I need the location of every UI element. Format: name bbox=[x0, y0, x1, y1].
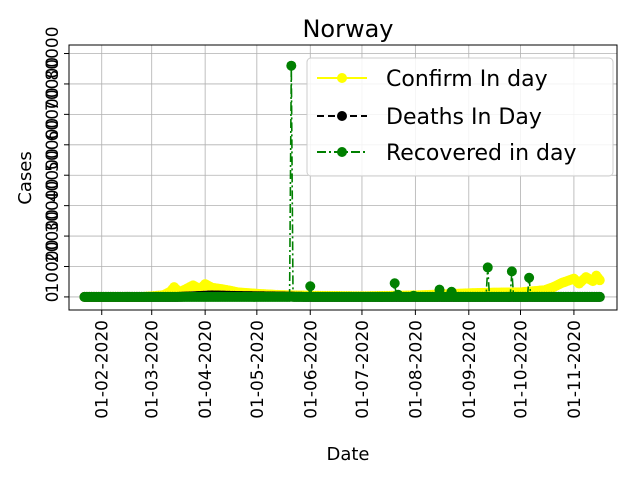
legend-entry-confirm: Confirm In day bbox=[317, 67, 548, 92]
y-axis-label: Cases bbox=[15, 151, 36, 204]
y-tick-label: 60000 bbox=[43, 87, 63, 141]
y-tick-label: 20000 bbox=[43, 209, 63, 263]
x-tick-label: 01-08-2020 bbox=[406, 320, 426, 419]
y-tick-label: 70000 bbox=[43, 57, 63, 111]
legend-entry-deaths: Deaths In Day bbox=[317, 105, 542, 130]
series-recovered bbox=[79, 60, 605, 302]
y-tick-label: 50000 bbox=[43, 118, 63, 172]
legend-label-confirm: Confirm In day bbox=[386, 67, 548, 92]
legend-label-deaths: Deaths In Day bbox=[386, 105, 542, 130]
y-tick-label: 40000 bbox=[43, 148, 63, 202]
x-axis-ticks: 01-02-2020 01-03-2020 01-04-2020 01-05-2020… bbox=[93, 310, 585, 419]
x-tick-label: 01-09-2020 bbox=[460, 320, 480, 419]
legend-box bbox=[306, 57, 614, 177]
legend-swatch-marker bbox=[337, 111, 347, 121]
data-point bbox=[286, 60, 297, 71]
legend-label-recovered: Recovered in day bbox=[386, 141, 577, 166]
y-tick-label: 30000 bbox=[43, 179, 63, 233]
data-point bbox=[482, 262, 493, 273]
data-point bbox=[389, 278, 400, 289]
legend: Confirm In day Deaths In Day Recovered i… bbox=[306, 57, 614, 177]
x-tick-label: 01-02-2020 bbox=[93, 320, 113, 419]
x-tick-label: 01-11-2020 bbox=[565, 320, 585, 419]
x-tick-label: 01-10-2020 bbox=[511, 320, 531, 419]
legend-swatch-marker bbox=[337, 147, 347, 157]
data-point bbox=[524, 272, 535, 283]
series-layer bbox=[79, 60, 605, 302]
legend-entry-recovered: Recovered in day bbox=[317, 141, 577, 166]
x-tick-label: 01-05-2020 bbox=[248, 320, 268, 419]
data-point bbox=[305, 281, 316, 292]
data-point bbox=[506, 266, 517, 277]
data-point bbox=[594, 275, 605, 286]
x-axis-label: Date bbox=[326, 444, 369, 465]
x-tick-label: 01-04-2020 bbox=[196, 320, 216, 419]
y-axis-ticks: 0100002000030000400005000060000700008000… bbox=[43, 26, 69, 302]
chart-title: Norway bbox=[302, 15, 393, 43]
legend-swatch-marker bbox=[337, 73, 347, 83]
x-tick-label: 01-03-2020 bbox=[143, 320, 163, 419]
y-tick-label: 10000 bbox=[43, 239, 63, 293]
x-tick-label: 01-06-2020 bbox=[301, 320, 321, 419]
y-tick-label: 0 bbox=[43, 292, 63, 303]
plot-frame bbox=[68, 44, 618, 311]
data-point bbox=[594, 291, 605, 302]
x-tick-label: 01-07-2020 bbox=[353, 320, 373, 419]
y-tick-label: 80000 bbox=[43, 26, 63, 80]
